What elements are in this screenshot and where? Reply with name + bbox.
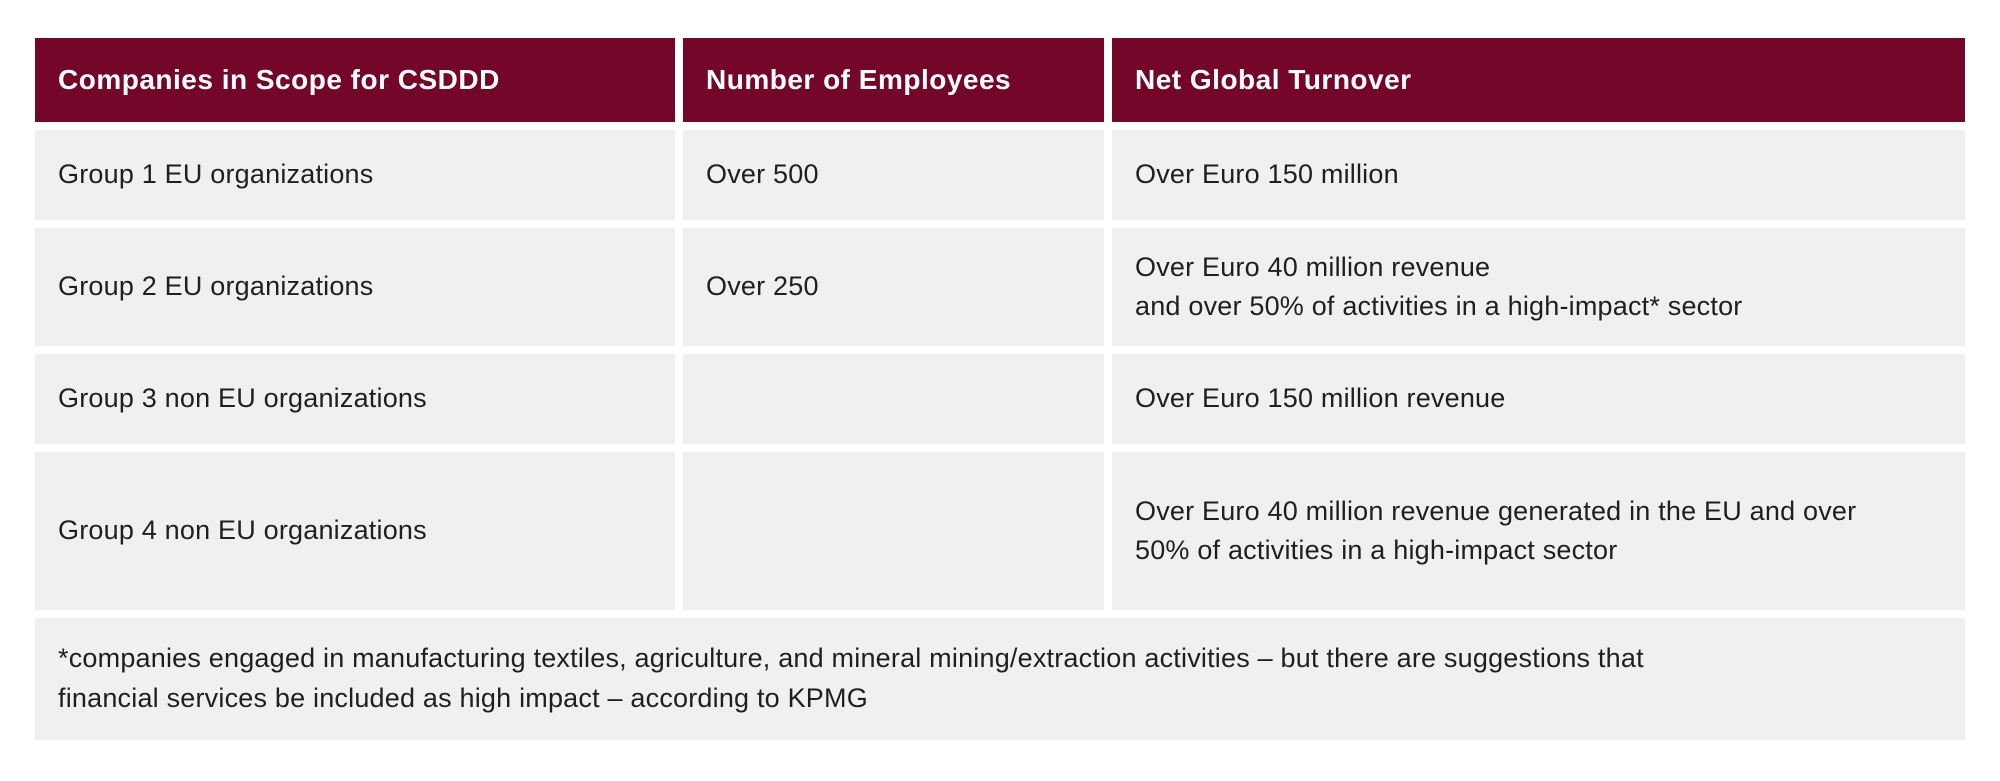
- csddd-scope-table: Companies in Scope for CSDDD Number of E…: [35, 38, 1965, 740]
- cell-group-2: Group 2 EU organizations: [35, 228, 675, 346]
- cell-group-4: Group 4 non EU organizations: [35, 452, 675, 610]
- cell-group-1-employees: Over 500: [683, 130, 1104, 220]
- header-cell-turnover: Net Global Turnover: [1112, 38, 1965, 122]
- cell-group-3-employees: [683, 354, 1104, 444]
- header-cell-employees: Number of Employees: [683, 38, 1104, 122]
- cell-group-2-employees: Over 250: [683, 228, 1104, 346]
- footnote-high-impact-definition: *companies engaged in manufacturing text…: [35, 618, 1965, 740]
- cell-group-1: Group 1 EU organizations: [35, 130, 675, 220]
- cell-group-4-turnover: Over Euro 40 million revenue generated i…: [1112, 452, 1965, 610]
- header-cell-companies: Companies in Scope for CSDDD: [35, 38, 675, 122]
- cell-group-4-employees: [683, 452, 1104, 610]
- cell-group-1-turnover: Over Euro 150 million: [1112, 130, 1965, 220]
- cell-group-3-turnover: Over Euro 150 million revenue: [1112, 354, 1965, 444]
- cell-group-2-turnover: Over Euro 40 million revenue and over 50…: [1112, 228, 1965, 346]
- cell-group-3: Group 3 non EU organizations: [35, 354, 675, 444]
